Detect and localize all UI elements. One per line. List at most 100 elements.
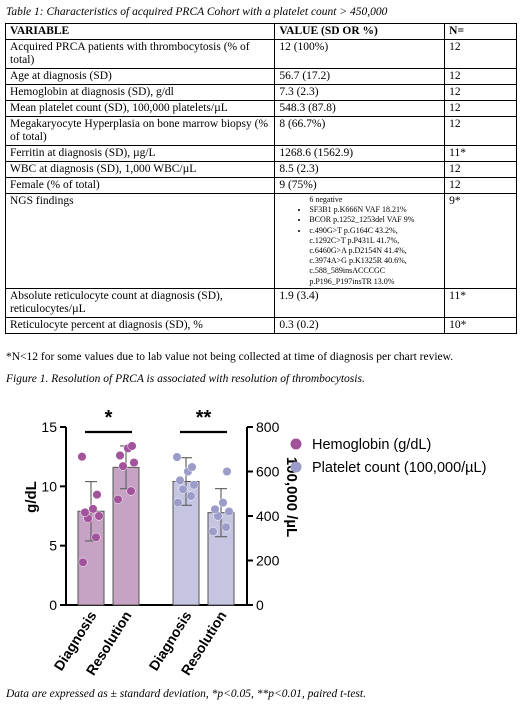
table-caption: Table 1: Characteristics of acquired PRC… <box>6 6 388 18</box>
table-row: Age at diagnosis (SD) 56.7 (17.2) 12 <box>4 68 517 85</box>
data-point <box>88 504 98 514</box>
data-point <box>189 480 199 490</box>
table-row: Acquired PRCA patients with thrombocytos… <box>4 39 517 69</box>
y-tick-label-right: 800 <box>256 419 280 435</box>
legend-marker-hemoglobin <box>290 438 302 450</box>
cell-value: 8.5 (2.3) <box>274 161 446 178</box>
table-row: WBC at diagnosis (SD), 1,000 WBC/µL 8.5 (… <box>4 161 517 178</box>
data-point <box>186 491 196 501</box>
data-point <box>178 484 188 494</box>
data-point <box>221 522 231 532</box>
cell-n: 11* <box>444 145 517 162</box>
significance-label: * <box>105 407 113 429</box>
cell-variable: WBC at diagnosis (SD), 1,000 WBC/µL <box>4 161 276 178</box>
ngs-item: c.6460G>A p.D2154N 41.4%, <box>309 246 407 256</box>
data-point <box>92 490 102 500</box>
table-row: Female (% of total) 9 (75%) 12 <box>4 177 517 194</box>
cell-value: 1268.6 (1562.9) <box>274 145 446 162</box>
cell-variable: Age at diagnosis (SD) <box>4 68 276 85</box>
cell-variable: Ferritin at diagnosis (SD), µg/L <box>4 145 276 162</box>
cell-variable: Acquired PRCA patients with thrombocytos… <box>4 39 276 69</box>
cell-n: 12 <box>444 177 517 194</box>
y-tick-label-left: 15 <box>41 419 57 435</box>
cell-value: 9 (75%) <box>274 177 446 194</box>
ngs-item: c.490G>T p.G164C 43.2%, <box>309 226 440 236</box>
table-header-row: VARIABLE VALUE (SD OR %) N= <box>4 23 517 40</box>
cell-value: 7.3 (2.3) <box>274 84 446 101</box>
cell-n: 12 <box>444 84 517 101</box>
data-point <box>224 507 234 517</box>
cell-value: 548.3 (87.8) <box>274 100 446 117</box>
data-point <box>129 458 139 468</box>
cell-value: 12 (100%) <box>274 39 446 69</box>
data-point <box>118 461 128 471</box>
significance-label: ** <box>196 407 212 429</box>
ngs-item: SF3B1 p.K666N VAF 18.21% <box>309 205 440 215</box>
data-point <box>78 557 88 567</box>
cell-n: 11* <box>444 287 517 318</box>
ngs-item: c.3974A>G p.K1325R 40.6%, <box>309 256 407 266</box>
ngs-item: c.588_589insACCCGC <box>309 266 386 276</box>
characteristics-table: VARIABLE VALUE (SD OR %) N= Acquired PRC… <box>4 23 517 334</box>
figure-caption: Figure 1. Resolution of PRCA is associat… <box>6 373 365 385</box>
y-tick-label-left: 10 <box>41 478 57 494</box>
y-tick-label-left: 5 <box>49 538 57 554</box>
data-point <box>91 532 101 542</box>
ngs-item: BCOR p.1252_1253del VAF 9% <box>309 215 440 225</box>
ngs-item: 6 negative <box>309 195 343 204</box>
cell-variable: Female (% of total) <box>4 177 276 194</box>
y-axis-label-right: 100,000 /µL <box>283 457 300 537</box>
y-axis-label-left: g/dL <box>23 481 40 513</box>
cell-n: 12 <box>444 116 517 146</box>
table-row: Reticulocyte percent at diagnosis (SD), … <box>4 316 517 334</box>
header-value: VALUE (SD OR %) <box>274 23 446 40</box>
data-point <box>113 494 123 504</box>
data-point <box>80 507 90 517</box>
cell-variable: Absolute reticulocyte count at diagnosis… <box>4 287 276 318</box>
data-point <box>210 504 220 514</box>
cell-n: 12 <box>444 39 517 69</box>
header-n: N= <box>444 23 517 40</box>
ngs-item: p.P196_P197insTR 13.0% <box>309 276 395 286</box>
legend-marker-platelet <box>290 461 302 473</box>
y-tick-label-right: 400 <box>256 508 280 524</box>
y-tick-label-right: 0 <box>256 597 264 613</box>
data-point <box>173 498 183 508</box>
table-row: Megakaryocyte Hyperplasia on bone marrow… <box>4 116 517 146</box>
figure-footnote: Data are expressed as ± standard deviati… <box>6 688 366 700</box>
y-tick-label-right: 200 <box>256 553 280 569</box>
header-variable: VARIABLE <box>4 23 276 40</box>
table-row-ngs: NGS findings 6 negative SF3B1 p.K666N VA… <box>4 193 517 289</box>
cell-variable: Mean platelet count (SD), 100,000 platel… <box>4 100 276 117</box>
ngs-list: 6 negative SF3B1 p.K666N VAF 18.21% BCOR… <box>279 195 440 287</box>
table-row: Hemoglobin at diagnosis (SD), g/dl 7.3 (2… <box>4 84 517 101</box>
cell-value: 56.7 (17.2) <box>274 68 446 85</box>
data-point <box>222 466 232 477</box>
data-point <box>115 450 125 461</box>
cell-variable: Reticulocyte percent at diagnosis (SD), … <box>4 316 276 334</box>
ngs-item: c.1292C>T p.P431L 41.7%, <box>309 235 400 245</box>
data-point <box>172 452 182 462</box>
data-point <box>127 441 137 451</box>
y-tick-label-right: 600 <box>256 464 280 480</box>
cell-value: 1.9 (3.4) <box>274 287 446 318</box>
cell-n: 12 <box>444 161 517 178</box>
data-point <box>175 475 185 485</box>
y-tick-label-left: 0 <box>49 597 57 613</box>
table-row: Absolute reticulocyte count at diagnosis… <box>4 287 517 318</box>
table-row: Ferritin at diagnosis (SD), µg/L 1268.6 (… <box>4 145 517 162</box>
cell-variable: Megakaryocyte Hyperplasia on bone marrow… <box>4 116 276 146</box>
cell-n: 9* <box>444 193 517 289</box>
legend-label-platelet: Platelet count (100,000/µL) <box>312 460 486 476</box>
data-point <box>77 452 87 462</box>
table-footnote: *N<12 for some values due to lab value n… <box>6 351 454 363</box>
legend-label-hemoglobin: Hemoglobin (g/dL) <box>312 437 431 453</box>
legend: Hemoglobin (g/dL) Platelet count (100,00… <box>290 437 486 476</box>
data-point <box>126 486 136 496</box>
data-point <box>94 511 104 521</box>
cell-n: 10* <box>444 316 517 334</box>
table-row: Mean platelet count (SD), 100,000 platel… <box>4 100 517 117</box>
cell-value: 0.3 (0.2) <box>274 316 446 334</box>
data-point <box>187 462 197 472</box>
